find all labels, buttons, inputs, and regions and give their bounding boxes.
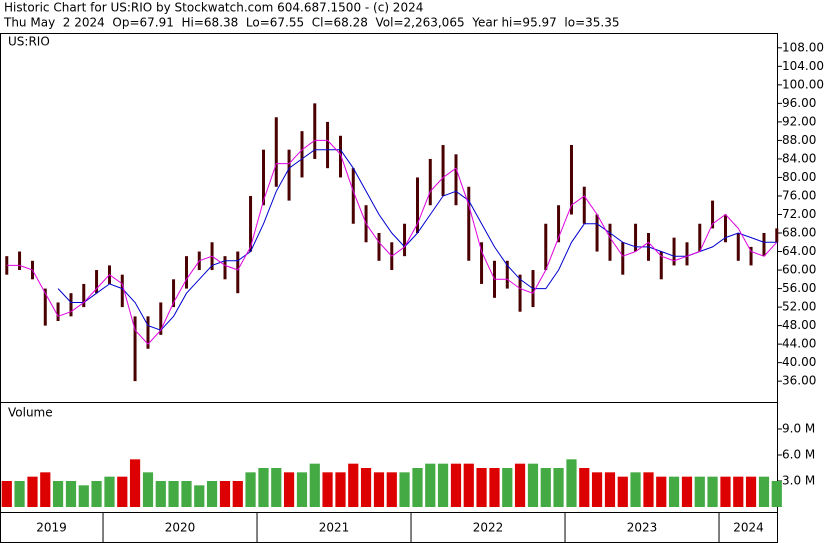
x-axis-strip bbox=[0, 512, 778, 543]
y-tick-label: 68.00 bbox=[782, 226, 816, 240]
volume-bar bbox=[40, 472, 51, 507]
y-tick-label: 104.00 bbox=[782, 59, 824, 73]
volume-bar bbox=[155, 481, 166, 507]
volume-bar bbox=[386, 472, 397, 507]
volume-bar bbox=[168, 481, 179, 507]
volume-bar bbox=[630, 472, 641, 507]
volume-bar bbox=[271, 468, 282, 507]
volume-bar bbox=[52, 481, 64, 507]
volume-bar bbox=[566, 459, 577, 507]
volume-bar bbox=[771, 481, 782, 507]
volume-bar bbox=[296, 472, 308, 507]
volume-bar bbox=[681, 476, 693, 507]
x-tick-label: 2020 bbox=[165, 521, 196, 535]
volume-bar bbox=[617, 476, 628, 507]
volume-bar bbox=[604, 472, 616, 507]
volume-bar bbox=[1, 481, 12, 507]
volume-bar bbox=[104, 476, 115, 507]
volume-bar bbox=[502, 468, 513, 507]
x-tick-label: 2019 bbox=[36, 521, 67, 535]
volume-bar bbox=[27, 476, 38, 507]
volume-bar bbox=[78, 485, 89, 507]
volume-bar bbox=[527, 463, 539, 507]
volume-bar bbox=[412, 468, 423, 507]
volume-bar bbox=[258, 468, 269, 507]
header-quote: Thu May 2 2024 Op=67.91 Hi=68.38 Lo=67.5… bbox=[3, 16, 620, 30]
y-tick-label: 96.00 bbox=[782, 96, 816, 110]
volume-bar bbox=[656, 476, 667, 507]
volume-bar bbox=[476, 468, 487, 507]
volume-bar bbox=[181, 481, 192, 507]
volume-bar bbox=[399, 472, 410, 507]
y-tick-label: 76.00 bbox=[782, 188, 816, 202]
volume-bar bbox=[14, 481, 25, 507]
volume-bar bbox=[514, 463, 526, 507]
y-tick-label: 60.00 bbox=[782, 263, 816, 277]
y-tick-label: 3.0 M bbox=[782, 474, 815, 488]
volume-bar bbox=[283, 472, 295, 507]
volume-bar bbox=[65, 481, 77, 507]
y-tick-label: 92.00 bbox=[782, 114, 816, 128]
x-tick-label: 2024 bbox=[733, 521, 764, 535]
x-tick-label: 2023 bbox=[627, 521, 658, 535]
y-tick-label: 44.00 bbox=[782, 337, 816, 351]
moving-average bbox=[57, 149, 777, 331]
volume-bar bbox=[219, 481, 231, 507]
symbol-label: US:RIO bbox=[8, 35, 50, 49]
price-panel bbox=[0, 33, 778, 403]
y-tick-label: 36.00 bbox=[782, 374, 816, 388]
y-tick-label: 108.00 bbox=[782, 40, 824, 54]
volume-bar bbox=[322, 472, 333, 507]
volume-bar bbox=[373, 472, 385, 507]
volume-bar bbox=[745, 476, 757, 507]
y-tick-label: 56.00 bbox=[782, 281, 816, 295]
volume-bar bbox=[142, 472, 154, 507]
y-tick-label: 9.0 M bbox=[782, 422, 815, 436]
moving-average bbox=[6, 139, 778, 345]
volume-bar bbox=[206, 481, 218, 507]
y-tick-label: 6.0 M bbox=[782, 448, 815, 462]
volume-bar bbox=[733, 476, 744, 507]
y-tick-label: 88.00 bbox=[782, 133, 816, 147]
volume-bar bbox=[489, 468, 500, 507]
volume-bar bbox=[117, 476, 128, 507]
volume-bar bbox=[245, 472, 256, 507]
volume-bar bbox=[591, 472, 603, 507]
volume-bar bbox=[360, 468, 372, 507]
y-tick-label: 72.00 bbox=[782, 207, 816, 221]
volume-bar bbox=[553, 468, 564, 507]
volume-bar bbox=[450, 463, 462, 507]
header-title: Historic Chart for US:RIO by Stockwatch.… bbox=[4, 1, 423, 15]
volume-bar bbox=[335, 472, 346, 507]
volume-bar bbox=[91, 481, 102, 507]
y-tick-label: 40.00 bbox=[782, 355, 816, 369]
volume-bar bbox=[758, 476, 770, 507]
volume-bar bbox=[437, 463, 449, 507]
y-tick-label: 80.00 bbox=[782, 170, 816, 184]
x-tick-label: 2021 bbox=[319, 521, 350, 535]
volume-bar bbox=[194, 485, 205, 507]
volume-bar bbox=[579, 468, 590, 507]
volume-bar bbox=[232, 481, 243, 507]
y-tick-label: 52.00 bbox=[782, 300, 816, 314]
volume-bar bbox=[425, 463, 436, 507]
volume-bar bbox=[707, 476, 718, 507]
volume-bar bbox=[720, 476, 731, 507]
volume-bar bbox=[668, 476, 680, 507]
volume-bar bbox=[309, 463, 320, 507]
volume-bar bbox=[348, 463, 359, 507]
volume-bar bbox=[463, 463, 474, 507]
volume-label: Volume bbox=[8, 406, 53, 420]
volume-bar bbox=[643, 472, 654, 507]
y-tick-label: 64.00 bbox=[782, 244, 816, 258]
x-tick-label: 2022 bbox=[473, 521, 504, 535]
volume-bar bbox=[540, 468, 551, 507]
y-tick-label: 84.00 bbox=[782, 151, 816, 165]
y-tick-label: 48.00 bbox=[782, 318, 816, 332]
y-tick-label: 100.00 bbox=[782, 77, 824, 91]
volume-bar bbox=[129, 459, 141, 507]
volume-bar bbox=[694, 476, 705, 507]
